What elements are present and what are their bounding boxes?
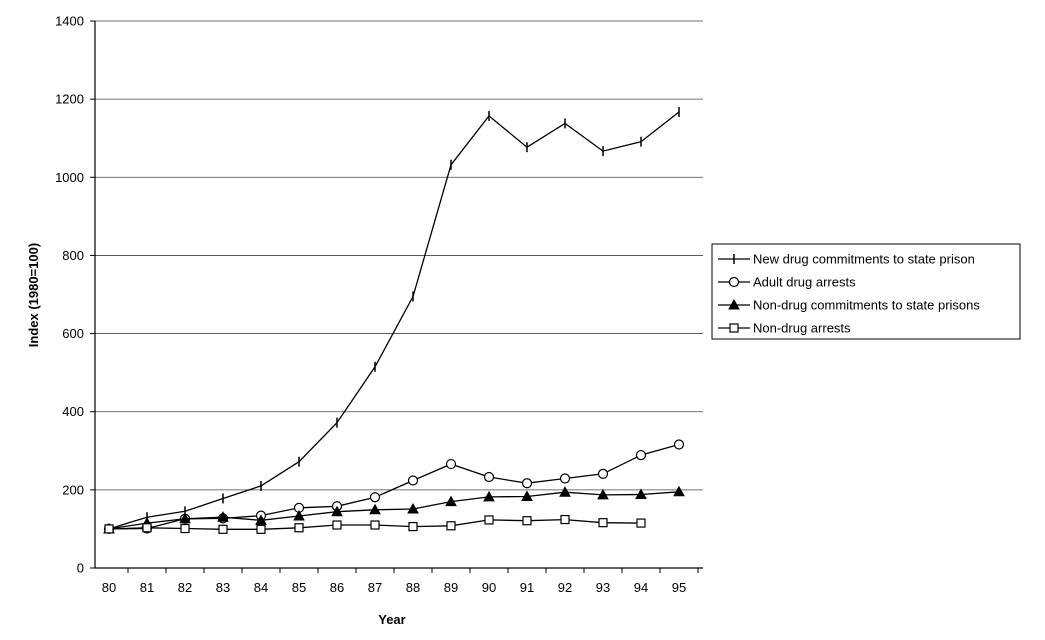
data-point [483,490,495,502]
legend-marker [729,323,739,333]
series-plus [108,107,680,534]
x-tick-label: 82 [178,580,192,595]
data-point [407,502,419,514]
series-group [103,107,685,535]
x-tick-label: 93 [596,580,610,595]
y-tick-label: 600 [62,326,84,341]
series-square [104,514,646,534]
data-point [104,524,114,534]
data-point [673,439,685,450]
data-point [294,523,304,533]
legend-label: Non-drug commitments to state prisons [753,298,980,313]
x-tick-label: 87 [368,580,382,595]
data-point [521,478,533,489]
legend-marker [728,298,740,310]
y-tick-label: 400 [62,404,84,419]
data-point [369,503,381,515]
x-tick-label: 88 [406,580,420,595]
data-point [445,495,457,507]
data-point [180,523,190,534]
x-tick-label: 80 [102,580,116,595]
legend-label: New drug commitments to state prison [753,252,975,267]
x-tick-label: 91 [520,580,534,595]
legend-label: Non-drug arrests [753,321,851,336]
legend-marker [728,276,740,288]
data-point [179,512,191,524]
y-tick-label: 0 [77,561,84,576]
data-point [408,521,418,532]
data-point [332,520,342,530]
data-point [446,521,456,531]
legend: New drug commitments to state prison Adul… [711,243,1021,340]
data-point [598,518,608,528]
legend-item: New drug commitments to state prison [718,252,975,267]
y-tick-label: 1400 [55,14,84,29]
data-point [445,458,457,470]
data-point [597,468,609,479]
data-point [293,510,305,521]
y-axis-title: Index (1980=100) [26,243,41,347]
x-tick-label: 94 [634,580,648,595]
data-point [559,486,571,497]
x-tick-label: 84 [254,580,268,595]
x-tick-label: 89 [444,580,458,595]
legend-item: Non-drug commitments to state prisons [718,298,980,313]
x-tick-label: 95 [672,580,686,595]
data-point [407,475,419,486]
data-point [217,511,229,522]
data-point [370,520,380,530]
x-tick-label: 85 [292,580,306,595]
data-point [635,488,647,500]
data-point [521,490,533,501]
x-tick-label: 92 [558,580,572,595]
y-axis-ticks: 0 200 400 600 800 1000 1200 1400 [55,14,95,576]
legend-item: Adult drug arrests [718,275,856,290]
legend-label: Adult drug arrests [753,275,856,290]
data-point [522,516,532,526]
data-point [597,488,609,500]
data-point [483,471,495,483]
data-point [256,524,266,534]
series-line [108,443,680,530]
x-axis-ticks: 80 81 82 83 84 85 86 87 88 89 90 91 92 93 94 95 [102,568,699,595]
data-point [218,524,228,534]
series-line [108,491,680,530]
x-axis-title: Year [378,612,405,627]
data-point [484,515,494,525]
x-tick-label: 90 [482,580,496,595]
axes [94,21,703,569]
data-point [673,485,685,497]
y-tick-label: 1000 [55,170,84,185]
data-point [635,449,647,461]
series-line [108,111,680,530]
x-tick-label: 86 [330,580,344,595]
data-point [560,514,570,525]
y-tick-label: 1200 [55,92,84,107]
data-point [142,523,152,533]
y-tick-label: 800 [62,248,84,263]
x-tick-label: 81 [140,580,154,595]
legend-box [711,243,1021,340]
data-point [636,518,646,528]
legend-item: Non-drug arrests [718,321,851,336]
data-point [331,505,343,517]
y-tick-label: 200 [62,482,84,497]
data-point [369,492,381,503]
x-tick-label: 83 [216,580,230,595]
data-point [255,514,267,525]
gridlines [95,20,703,491]
series-circle [103,439,685,535]
data-point [559,473,571,484]
